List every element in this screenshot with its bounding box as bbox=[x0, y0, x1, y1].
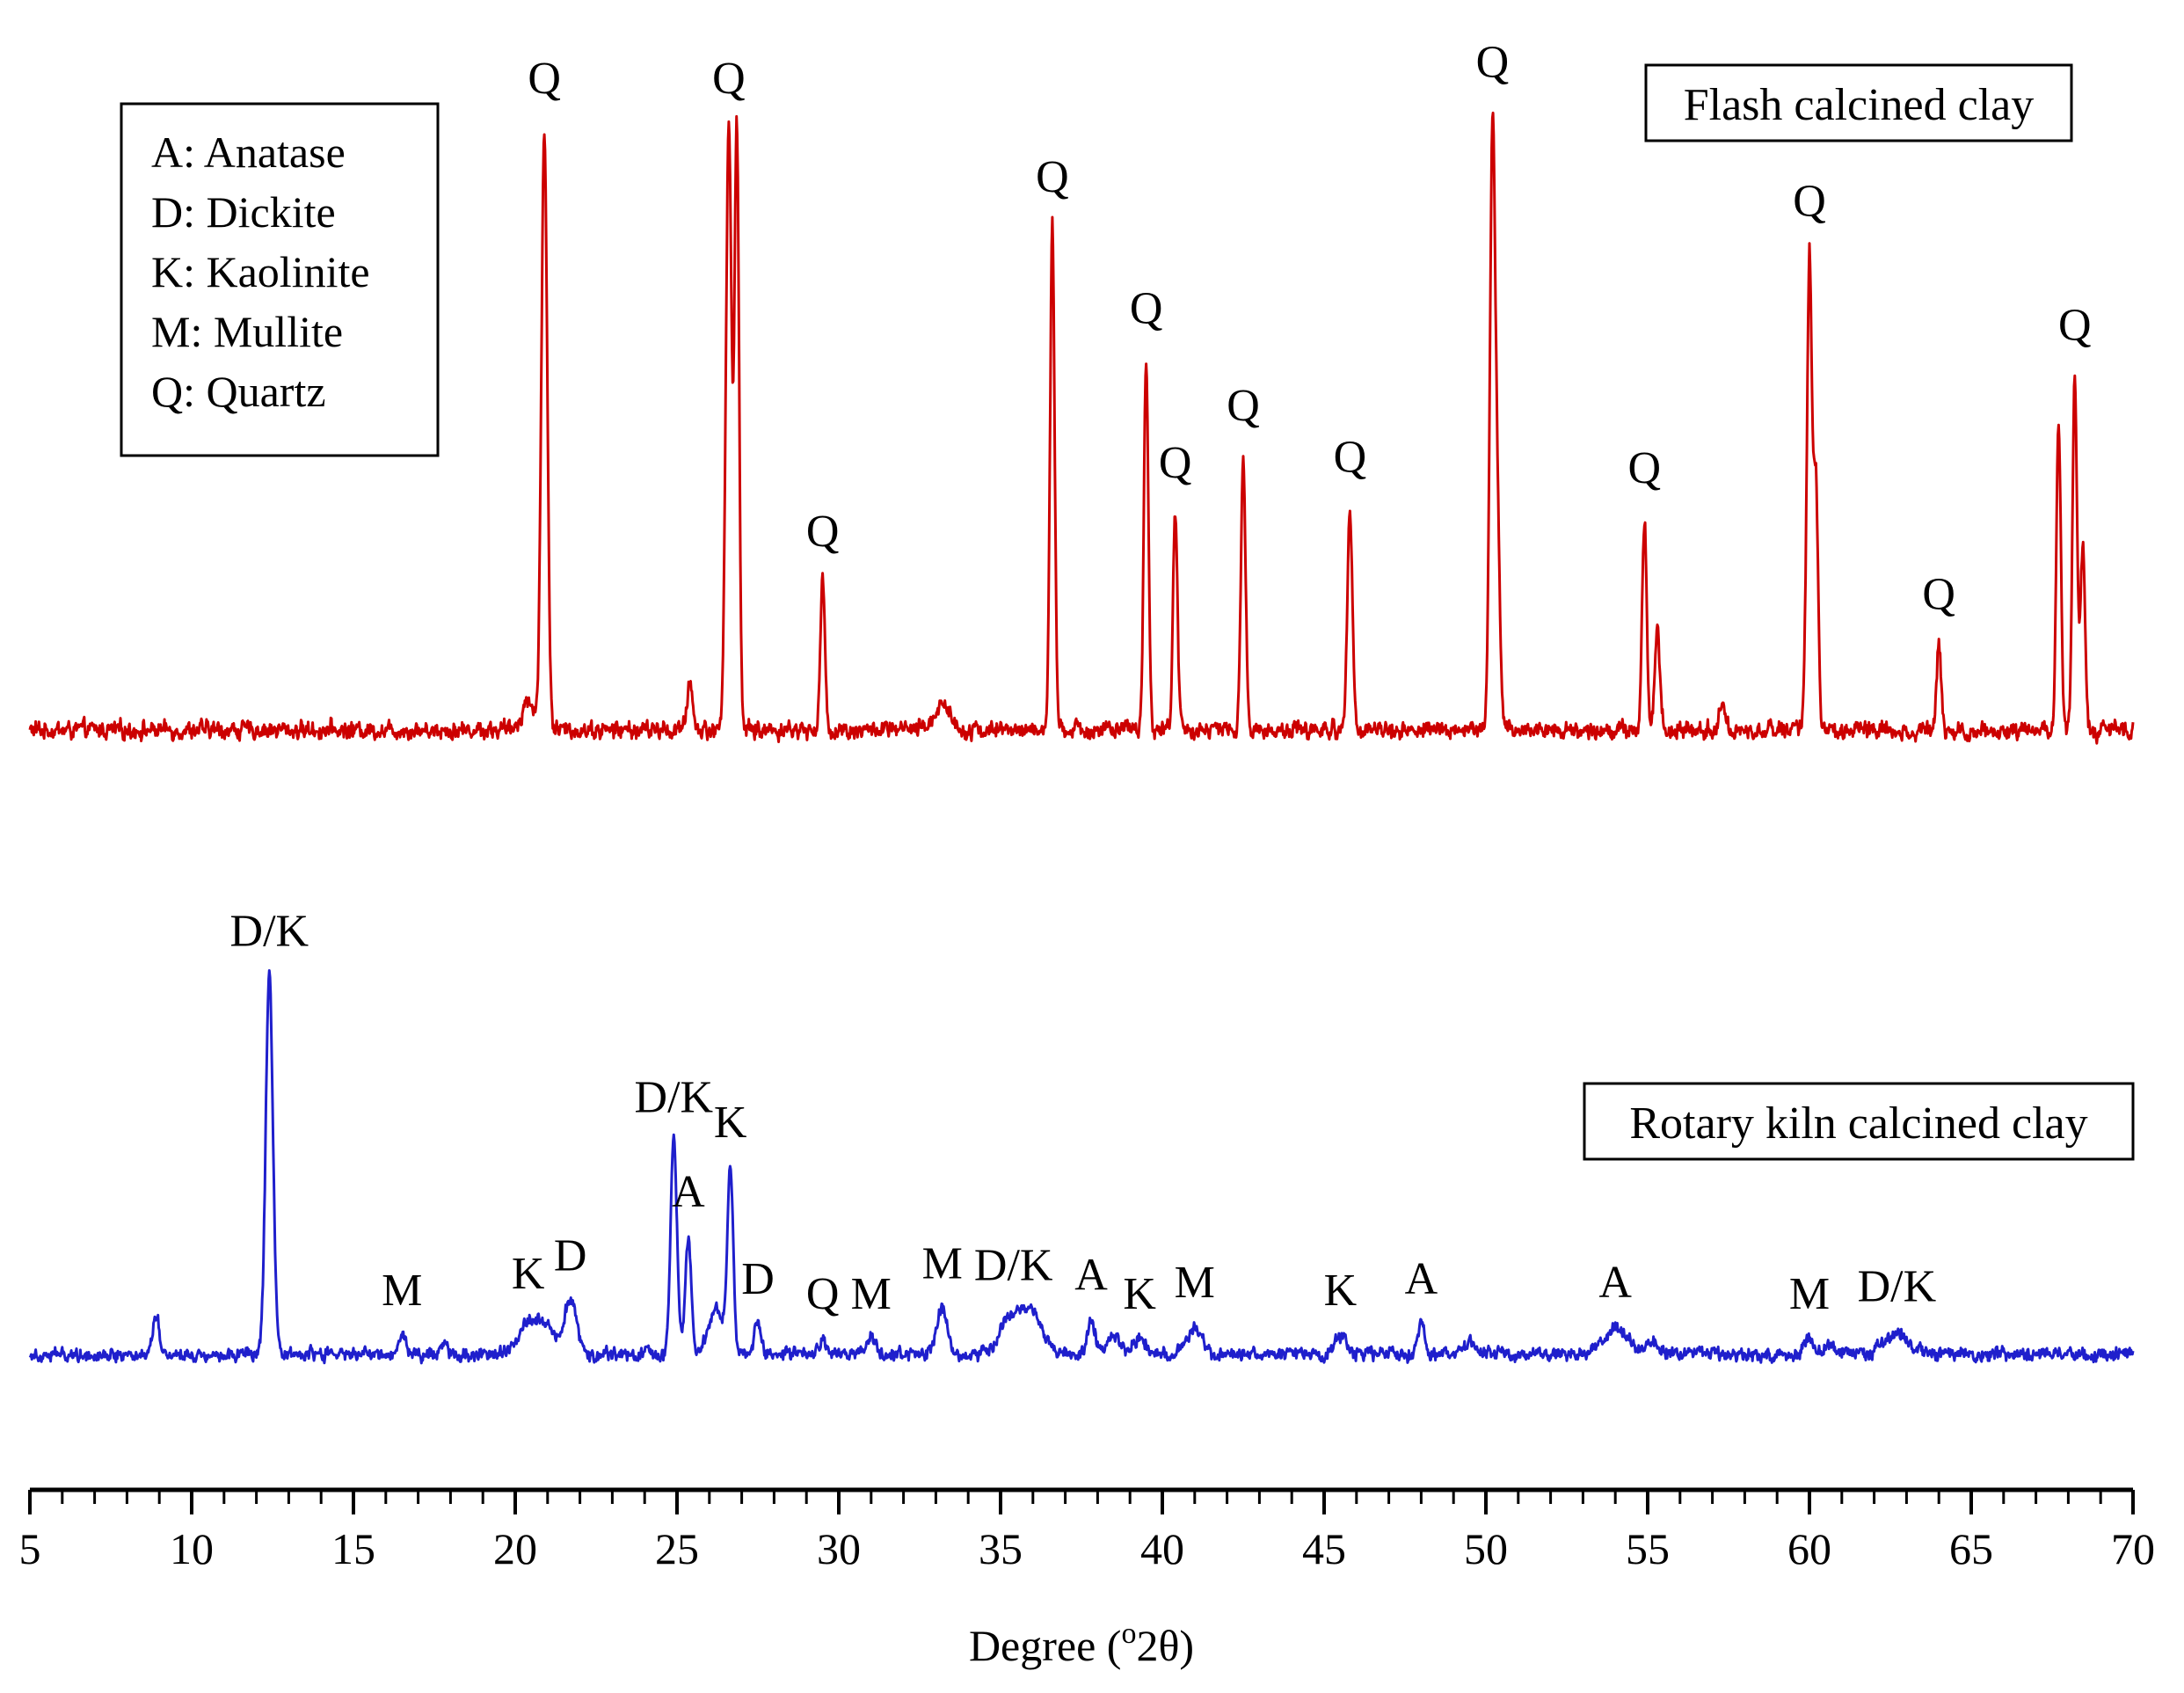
x-tick-label: 30 bbox=[817, 1524, 861, 1573]
x-axis: 5 10 15 20 25 30 35 40 45 50 55 60 65 70 Degree (o2θ) bbox=[19, 1487, 2155, 1670]
peak-label-q: Q bbox=[1159, 438, 1192, 488]
peak-label-a: A bbox=[1598, 1258, 1632, 1308]
peak-label-q: Q bbox=[1130, 283, 1163, 333]
x-tick-label: 60 bbox=[1787, 1524, 1831, 1573]
peak-label-k: K bbox=[1123, 1269, 1156, 1319]
legend: A: Anatase D: Dickite K: Kaolinite M: Mu… bbox=[120, 102, 440, 457]
peak-label-m: M bbox=[382, 1266, 422, 1316]
legend-box bbox=[120, 102, 440, 457]
series-line-rotary-kiln bbox=[28, 969, 2135, 1365]
legend-entry-kaolinite: K: Kaolinite bbox=[151, 247, 370, 296]
x-axis-title: Degree (o2θ) bbox=[969, 1617, 1194, 1670]
peak-label-d-k: D/K bbox=[635, 1072, 714, 1122]
peak-label-a: A bbox=[1405, 1254, 1438, 1304]
flash-label-box bbox=[1644, 63, 2073, 142]
x-tick-label: 70 bbox=[2111, 1524, 2155, 1573]
peak-label-m: M bbox=[1175, 1258, 1215, 1308]
peak-label-k: K bbox=[1324, 1266, 1358, 1316]
peak-label-d: D bbox=[741, 1254, 775, 1304]
peak-label-m: M bbox=[851, 1269, 892, 1319]
peak-label-q: Q bbox=[806, 507, 840, 557]
peak-label-d-k: D/K bbox=[230, 906, 309, 956]
series-layer bbox=[28, 111, 2135, 1365]
legend-entry-dickite: D: Dickite bbox=[151, 187, 336, 237]
x-tick-label: 55 bbox=[1626, 1524, 1670, 1573]
x-axis-title-superscript: o bbox=[1121, 1617, 1136, 1650]
peak-label-k: K bbox=[714, 1098, 747, 1148]
peak-label-q: Q bbox=[528, 54, 561, 104]
x-axis-title-prefix: Degree ( bbox=[969, 1621, 1122, 1670]
peak-label-q: Q bbox=[1793, 177, 1826, 227]
peak-label-q: Q bbox=[806, 1269, 840, 1319]
peak-label-d-k: D/K bbox=[1858, 1262, 1937, 1312]
x-tick-label: 15 bbox=[331, 1524, 375, 1573]
flash-label-group: Flash calcined clay bbox=[1644, 63, 2073, 142]
x-tick-label: 40 bbox=[1140, 1524, 1184, 1573]
peak-label-m: M bbox=[1789, 1269, 1830, 1319]
flash-label-text: Flash calcined clay bbox=[1684, 80, 2035, 130]
x-tick-label: 50 bbox=[1464, 1524, 1508, 1573]
peak-label-q: Q bbox=[1476, 38, 1510, 88]
peak-label-a: A bbox=[1074, 1251, 1108, 1301]
x-axis-title-suffix: 2θ) bbox=[1136, 1621, 1194, 1670]
x-tick-label: 65 bbox=[1949, 1524, 1993, 1573]
peak-label-a: A bbox=[672, 1167, 705, 1217]
series-line-flash-calcined bbox=[28, 111, 2135, 745]
peak-label-q: Q bbox=[712, 54, 746, 104]
x-ticks: 5 10 15 20 25 30 35 40 45 50 55 60 65 70 bbox=[19, 1490, 2155, 1573]
peak-label-q: Q bbox=[1628, 443, 1662, 493]
legend-entry-anatase: A: Anatase bbox=[151, 128, 346, 177]
rotary-label-group: Rotary kiln calcined clay bbox=[1583, 1082, 2135, 1161]
peak-label-q: Q bbox=[1922, 569, 1955, 619]
peak-label-q: Q bbox=[1334, 432, 1367, 482]
x-tick-label: 25 bbox=[655, 1524, 699, 1573]
x-tick-label: 20 bbox=[493, 1524, 537, 1573]
peak-label-q: Q bbox=[1227, 381, 1260, 431]
peak-label-d: D bbox=[554, 1230, 587, 1281]
rotary-label-text: Rotary kiln calcined clay bbox=[1629, 1098, 2087, 1149]
peak-label-q: Q bbox=[1036, 152, 1069, 202]
peak-label-k: K bbox=[512, 1249, 545, 1299]
x-tick-label: 5 bbox=[19, 1524, 41, 1573]
peak-label-m: M bbox=[922, 1239, 963, 1289]
x-tick-label: 10 bbox=[170, 1524, 214, 1573]
peak-label-d-k: D/K bbox=[974, 1241, 1053, 1291]
rotary-label-box bbox=[1583, 1082, 2135, 1161]
legend-entry-mullite: M: Mullite bbox=[151, 307, 343, 356]
legend-entry-quartz: Q: Quartz bbox=[151, 367, 326, 416]
peak-label-q: Q bbox=[2058, 300, 2092, 350]
x-tick-label: 45 bbox=[1302, 1524, 1346, 1573]
x-tick-label: 35 bbox=[979, 1524, 1023, 1573]
